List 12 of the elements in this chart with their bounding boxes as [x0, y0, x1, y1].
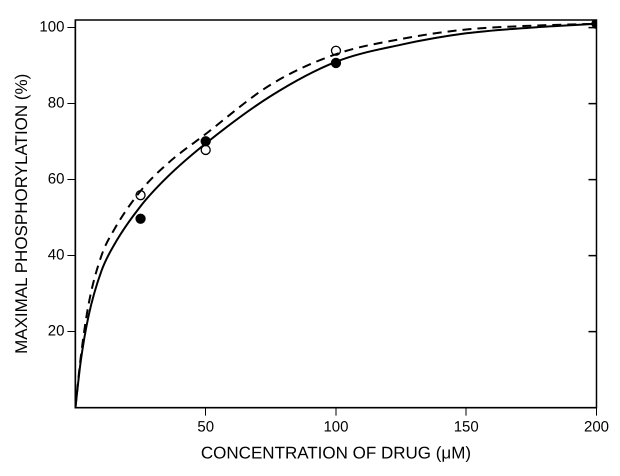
- point: [135, 214, 146, 224]
- y-tick-label: 60: [48, 170, 64, 188]
- x-tick-label: 150: [454, 418, 479, 436]
- x-tick-label: 100: [323, 418, 348, 436]
- y-tick-label: 40: [48, 246, 64, 264]
- y-tick-label: 20: [48, 322, 64, 340]
- y-tick-label: 80: [48, 94, 64, 112]
- x-tick-label: 200: [584, 418, 609, 436]
- x-axis-title: CONCENTRATION OF DRUG (μM): [200, 443, 472, 462]
- y-axis-title: MAXIMAL PHOSPHORYLATION (%): [12, 74, 31, 354]
- y-tick-label: 100: [39, 18, 64, 36]
- x-tick-label: 50: [197, 418, 214, 436]
